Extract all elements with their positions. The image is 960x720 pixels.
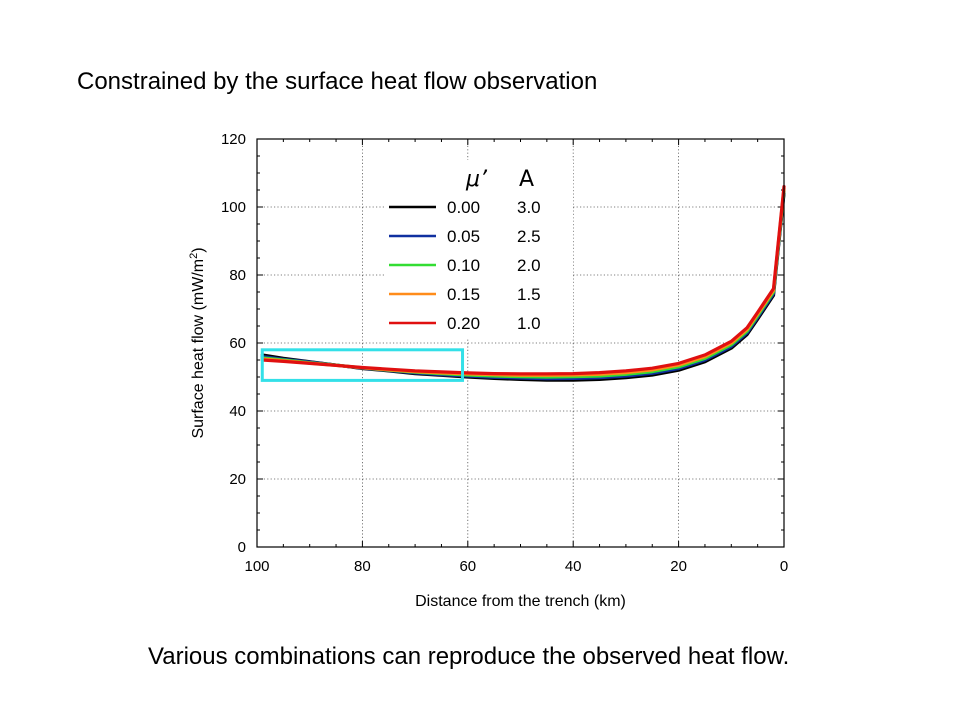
x-tick-label: 40	[565, 558, 582, 575]
x-tick-label: 100	[244, 558, 269, 575]
legend-mu-value: 0.15	[447, 285, 480, 304]
y-tick-label: 100	[221, 199, 246, 216]
series-line	[260, 185, 786, 376]
plot-frame	[256, 138, 785, 548]
legend-header-mu: μ’	[465, 167, 488, 192]
grid	[257, 139, 784, 547]
x-tick-label: 20	[670, 558, 687, 575]
y-tick-label: 80	[229, 267, 246, 284]
y-tick-label: 0	[238, 539, 246, 556]
x-tick-label: 60	[459, 558, 476, 575]
y-tick-label: 60	[229, 335, 246, 352]
x-tick-label: 0	[780, 558, 788, 575]
legend-mu-value: 0.10	[447, 256, 480, 275]
y-tick-label: 120	[221, 131, 246, 148]
y-axis-label: Surface heat flow (mW/m2)	[188, 247, 207, 438]
legend-background	[385, 160, 573, 338]
legend-a-value: 2.5	[517, 227, 541, 246]
slide-title: Constrained by the surface heat flow obs…	[77, 68, 598, 95]
legend-mu-value: 0.00	[447, 198, 480, 217]
y-tick-label: 20	[229, 471, 246, 488]
legend-header-a: A	[519, 167, 534, 192]
highlight-box	[260, 348, 465, 382]
slide-caption: Various combinations can reproduce the o…	[148, 643, 790, 670]
legend-mu-value: 0.20	[447, 314, 480, 333]
legend-mu-value: 0.05	[447, 227, 480, 246]
legend-a-value: 2.0	[517, 256, 541, 275]
x-tick-label: 80	[354, 558, 371, 575]
legend-a-value: 1.0	[517, 314, 541, 333]
legend-a-value: 3.0	[517, 198, 541, 217]
legend-a-value: 1.5	[517, 285, 541, 304]
x-axis-label: Distance from the trench (km)	[415, 593, 626, 610]
legend: μ’ A 0.00 3.0 0.05 2.5 0.10 2.0 0.15 1.5 0.20 1.0	[385, 160, 573, 338]
y-tick-label: 40	[229, 403, 246, 420]
